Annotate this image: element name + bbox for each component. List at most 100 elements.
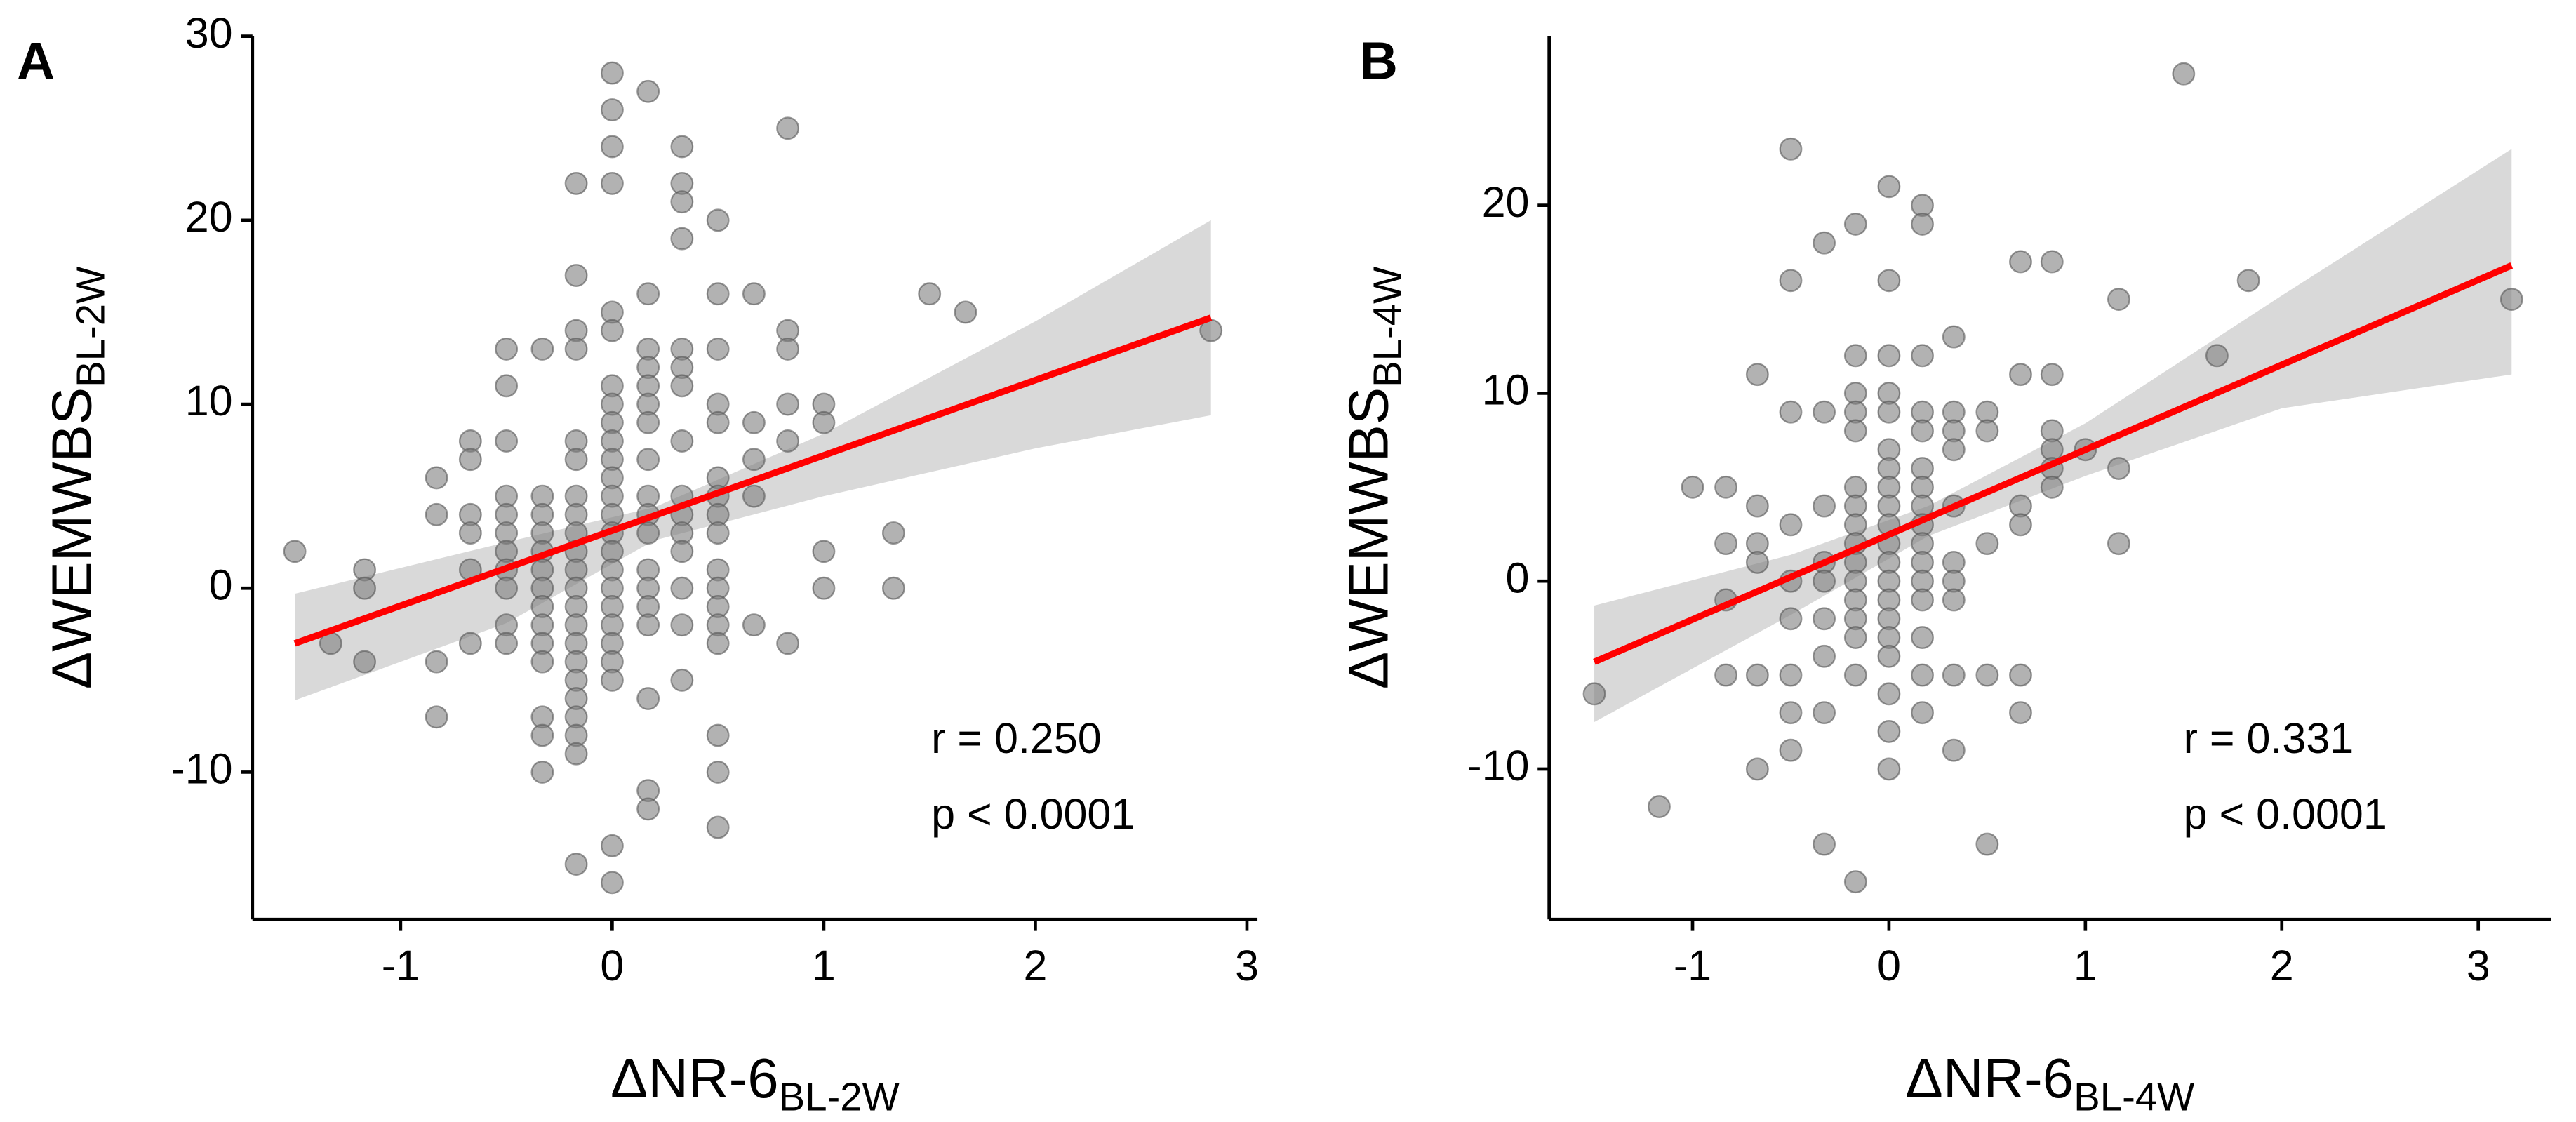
point bbox=[1714, 532, 1738, 556]
point bbox=[1779, 663, 1803, 687]
y-tick-label: 0 bbox=[1506, 554, 1530, 601]
point bbox=[670, 227, 694, 251]
point bbox=[776, 632, 800, 655]
point bbox=[495, 337, 519, 361]
point bbox=[564, 742, 588, 766]
x-tick-label: 3 bbox=[2467, 942, 2490, 989]
point bbox=[1911, 626, 1934, 649]
annotation: p < 0.0001 bbox=[2184, 790, 2387, 838]
point bbox=[1877, 400, 1901, 424]
y-tick-label: 10 bbox=[1482, 366, 1530, 414]
point bbox=[812, 410, 836, 434]
x-axis-label: ΔNR-6BL-2W bbox=[610, 1047, 900, 1119]
point bbox=[2236, 269, 2260, 293]
point bbox=[881, 521, 905, 545]
point bbox=[1779, 607, 1803, 631]
point bbox=[1745, 663, 1769, 687]
point bbox=[530, 723, 554, 747]
point bbox=[1647, 795, 1671, 818]
point bbox=[530, 650, 554, 674]
point bbox=[1779, 513, 1803, 537]
x-tick-label: 2 bbox=[1023, 942, 1047, 989]
point bbox=[2040, 250, 2064, 274]
point bbox=[1911, 419, 1934, 443]
point bbox=[706, 761, 730, 784]
point bbox=[425, 705, 448, 729]
point bbox=[530, 337, 554, 361]
x-axis-label-main: ΔNR-6 bbox=[610, 1047, 779, 1109]
point bbox=[600, 61, 624, 85]
y-tick-label: -10 bbox=[1467, 742, 1529, 789]
point bbox=[564, 264, 588, 287]
point bbox=[636, 79, 660, 103]
point bbox=[776, 337, 800, 361]
y-axis-label-sub: BL-4W bbox=[1365, 267, 1409, 387]
point bbox=[1942, 738, 1966, 762]
x-tick-label: 3 bbox=[1235, 942, 1259, 989]
point bbox=[1877, 757, 1901, 781]
point bbox=[636, 410, 660, 434]
point bbox=[1911, 701, 1934, 725]
y-tick-label: 30 bbox=[185, 9, 233, 57]
point bbox=[1843, 344, 1867, 368]
point bbox=[1813, 400, 1836, 424]
point bbox=[1975, 532, 1999, 556]
point bbox=[742, 613, 766, 637]
point bbox=[706, 282, 730, 306]
point bbox=[600, 668, 624, 692]
point bbox=[776, 116, 800, 140]
point bbox=[2107, 288, 2130, 311]
point bbox=[706, 521, 730, 545]
point bbox=[670, 190, 694, 214]
point bbox=[1942, 663, 1966, 687]
point bbox=[1911, 663, 1934, 687]
point bbox=[1681, 475, 1704, 499]
x-tick-label: 0 bbox=[600, 942, 624, 989]
annotation: r = 0.250 bbox=[931, 714, 1102, 762]
point bbox=[1813, 832, 1836, 856]
point bbox=[495, 429, 519, 453]
point bbox=[706, 410, 730, 434]
annotation: r = 0.331 bbox=[2184, 714, 2354, 762]
point bbox=[918, 282, 942, 306]
y-tick-label: 20 bbox=[185, 193, 233, 241]
point bbox=[670, 429, 694, 453]
point bbox=[670, 374, 694, 398]
point bbox=[1877, 644, 1901, 668]
x-axis-label-main: ΔNR-6 bbox=[1906, 1047, 2074, 1109]
annotation: p < 0.0001 bbox=[931, 790, 1135, 838]
point bbox=[1582, 682, 1606, 706]
point bbox=[600, 834, 624, 857]
point bbox=[1942, 588, 1966, 612]
x-tick-label: 1 bbox=[812, 942, 836, 989]
point bbox=[812, 540, 836, 563]
point bbox=[636, 613, 660, 637]
point bbox=[636, 282, 660, 306]
point bbox=[670, 613, 694, 637]
x-axis-label-sub: BL-2W bbox=[779, 1075, 900, 1119]
point bbox=[600, 98, 624, 121]
point bbox=[600, 319, 624, 342]
point bbox=[1911, 588, 1934, 612]
panel-label: A bbox=[17, 32, 55, 91]
point bbox=[2009, 663, 2032, 687]
point bbox=[636, 448, 660, 472]
point bbox=[1779, 738, 1803, 762]
point bbox=[1813, 231, 1836, 255]
point bbox=[706, 815, 730, 839]
x-axis-label: ΔNR-6BL-4W bbox=[1906, 1047, 2195, 1119]
point bbox=[670, 576, 694, 600]
point bbox=[458, 521, 482, 545]
point bbox=[458, 448, 482, 472]
point bbox=[1714, 475, 1738, 499]
point bbox=[1877, 269, 1901, 293]
point bbox=[600, 135, 624, 159]
point bbox=[2040, 475, 2064, 499]
y-axis-label: ΔWEMWBSBL-2W bbox=[41, 267, 113, 689]
point bbox=[2107, 532, 2130, 556]
point bbox=[564, 337, 588, 361]
point bbox=[564, 171, 588, 195]
point bbox=[1975, 832, 1999, 856]
point bbox=[2107, 457, 2130, 480]
